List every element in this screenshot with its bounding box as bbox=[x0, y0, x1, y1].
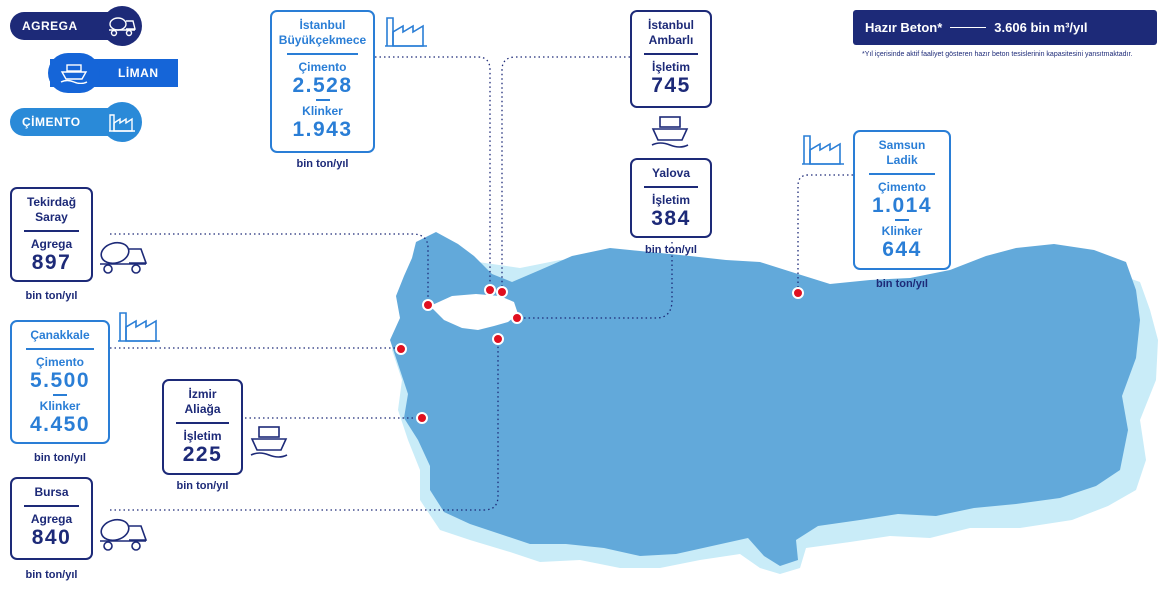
metric-label: Klinker bbox=[39, 399, 81, 413]
marker-samsun-ladik[interactable] bbox=[792, 287, 804, 299]
unit-label: bin ton/yıl bbox=[296, 158, 349, 170]
ready-mix-footnote: *Yıl içerisinde aktif faaliyet gösteren … bbox=[862, 51, 1133, 58]
metric-value: 2.528 bbox=[292, 74, 353, 97]
site-name: İstanbul bbox=[299, 18, 346, 32]
divider bbox=[26, 348, 94, 350]
site-name: Tekirdağ bbox=[26, 195, 77, 209]
dash bbox=[315, 99, 330, 101]
metric-label: Çimento bbox=[878, 180, 926, 194]
marker-bursa[interactable] bbox=[492, 333, 504, 345]
mixer-truck-icon bbox=[100, 241, 148, 274]
ship-icon bbox=[651, 116, 689, 148]
unit-label: bin ton/yıl bbox=[25, 569, 78, 581]
metric-label: Çimento bbox=[298, 60, 347, 74]
marker-yalova[interactable] bbox=[511, 312, 523, 324]
ready-mix-divider bbox=[950, 27, 987, 28]
metric-value: 5.500 bbox=[29, 369, 91, 392]
card-bursa[interactable]: Bursa Agrega 840 bbox=[10, 477, 93, 560]
card-tekirdag-saray[interactable]: Tekirdağ Saray Agrega 897 bbox=[10, 187, 93, 282]
metric-label: İşletim bbox=[651, 60, 690, 74]
site-name: İzmir bbox=[188, 387, 217, 401]
legend-cimento-label: ÇİMENTO bbox=[22, 115, 81, 129]
card-samsun-ladik[interactable]: Samsun Ladik Çimento 1.014 Klinker 644 bbox=[853, 130, 951, 270]
marker-tekirdag-saray[interactable] bbox=[422, 299, 434, 311]
card-istanbul-ambarli[interactable]: İstanbul Ambarlı İşletim 745 bbox=[630, 10, 712, 108]
metric-value: 644 bbox=[882, 238, 922, 261]
metric-value: 1.943 bbox=[292, 118, 353, 141]
divider bbox=[175, 422, 230, 424]
site-name-2: Ambarlı bbox=[648, 33, 694, 47]
marmara-sea bbox=[430, 294, 518, 330]
unit-label: bin ton/yıl bbox=[25, 290, 78, 302]
site-name-2: Aliağa bbox=[184, 402, 221, 416]
ship-icon bbox=[250, 426, 288, 458]
metric-label: Agrega bbox=[30, 237, 73, 251]
ready-mix-value: 3.606 bin m³/yıl bbox=[994, 20, 1088, 35]
site-name: İstanbul bbox=[647, 18, 694, 32]
metric-label: Klinker bbox=[881, 224, 923, 238]
mixer-truck-icon bbox=[100, 518, 148, 551]
unit-label: bin ton/yıl bbox=[176, 480, 229, 492]
metric-label: Agrega bbox=[30, 512, 73, 526]
site-name-2: Saray bbox=[35, 210, 68, 224]
marker-izmir-aliaga[interactable] bbox=[416, 412, 428, 424]
unit-label: bin ton/yıl bbox=[34, 452, 86, 464]
marker-istanbul-buyukcekmece[interactable] bbox=[484, 284, 496, 296]
marker-canakkale[interactable] bbox=[395, 343, 407, 355]
legend-agrega: AGREGA bbox=[10, 6, 142, 46]
legend-liman: LİMAN bbox=[48, 53, 178, 93]
metric-label: Klinker bbox=[302, 104, 343, 118]
metric-label: İşletim bbox=[183, 429, 222, 443]
mixer-truck-icon bbox=[102, 6, 142, 46]
site-markers bbox=[395, 284, 804, 424]
dash bbox=[895, 219, 909, 221]
divider bbox=[643, 186, 699, 188]
site-name-2: Büyükçekmece bbox=[278, 33, 367, 47]
legend-cimento: ÇİMENTO bbox=[10, 102, 142, 142]
factory-icon bbox=[102, 102, 142, 142]
site-name: Yalova bbox=[651, 166, 691, 180]
site-name: Çanakkale bbox=[30, 328, 90, 342]
site-name-2: Ladik bbox=[886, 153, 918, 167]
legend-liman-label: LİMAN bbox=[118, 66, 159, 80]
legend-agrega-label: AGREGA bbox=[22, 19, 78, 33]
marker-istanbul-ambarli[interactable] bbox=[496, 286, 508, 298]
site-name: Samsun bbox=[878, 138, 926, 152]
metric-value: 4.450 bbox=[29, 413, 91, 436]
site-name: Bursa bbox=[34, 485, 69, 499]
ready-mix-box: Hazır Beton* 3.606 bin m³/yıl bbox=[853, 10, 1157, 45]
ready-mix-label: Hazır Beton* bbox=[865, 20, 943, 35]
map-land bbox=[390, 232, 1140, 566]
metric-value: 1.014 bbox=[871, 194, 933, 217]
card-yalova[interactable]: Yalova İşletim 384 bbox=[630, 158, 712, 238]
card-canakkale[interactable]: Çanakkale Çimento 5.500 Klinker 4.450 bbox=[10, 320, 110, 444]
leader-lines bbox=[110, 56, 853, 511]
metric-label: Çimento bbox=[36, 355, 84, 369]
metric-label: İşletim bbox=[651, 193, 690, 207]
card-istanbul-buyukcekmece[interactable]: İstanbul Büyükçekmece Çimento 2.528 Klin… bbox=[270, 10, 375, 153]
factory-icon bbox=[118, 312, 160, 342]
divider bbox=[287, 53, 358, 55]
divider bbox=[643, 53, 699, 55]
unit-label: bin ton/yıl bbox=[645, 244, 697, 256]
ship-icon bbox=[48, 53, 100, 93]
divider bbox=[23, 505, 80, 507]
factory-icon bbox=[802, 135, 844, 165]
card-izmir-aliaga[interactable]: İzmir Aliağa İşletim 225 bbox=[162, 379, 243, 475]
divider bbox=[869, 173, 935, 175]
factory-icon bbox=[385, 17, 427, 47]
unit-label: bin ton/yıl bbox=[876, 278, 928, 290]
metric-value: 840 bbox=[31, 526, 72, 549]
metric-value: 897 bbox=[31, 251, 72, 274]
metric-value: 745 bbox=[651, 74, 691, 97]
divider bbox=[23, 230, 80, 232]
metric-value: 384 bbox=[651, 207, 691, 230]
dash bbox=[53, 394, 67, 396]
metric-value: 225 bbox=[182, 443, 223, 466]
